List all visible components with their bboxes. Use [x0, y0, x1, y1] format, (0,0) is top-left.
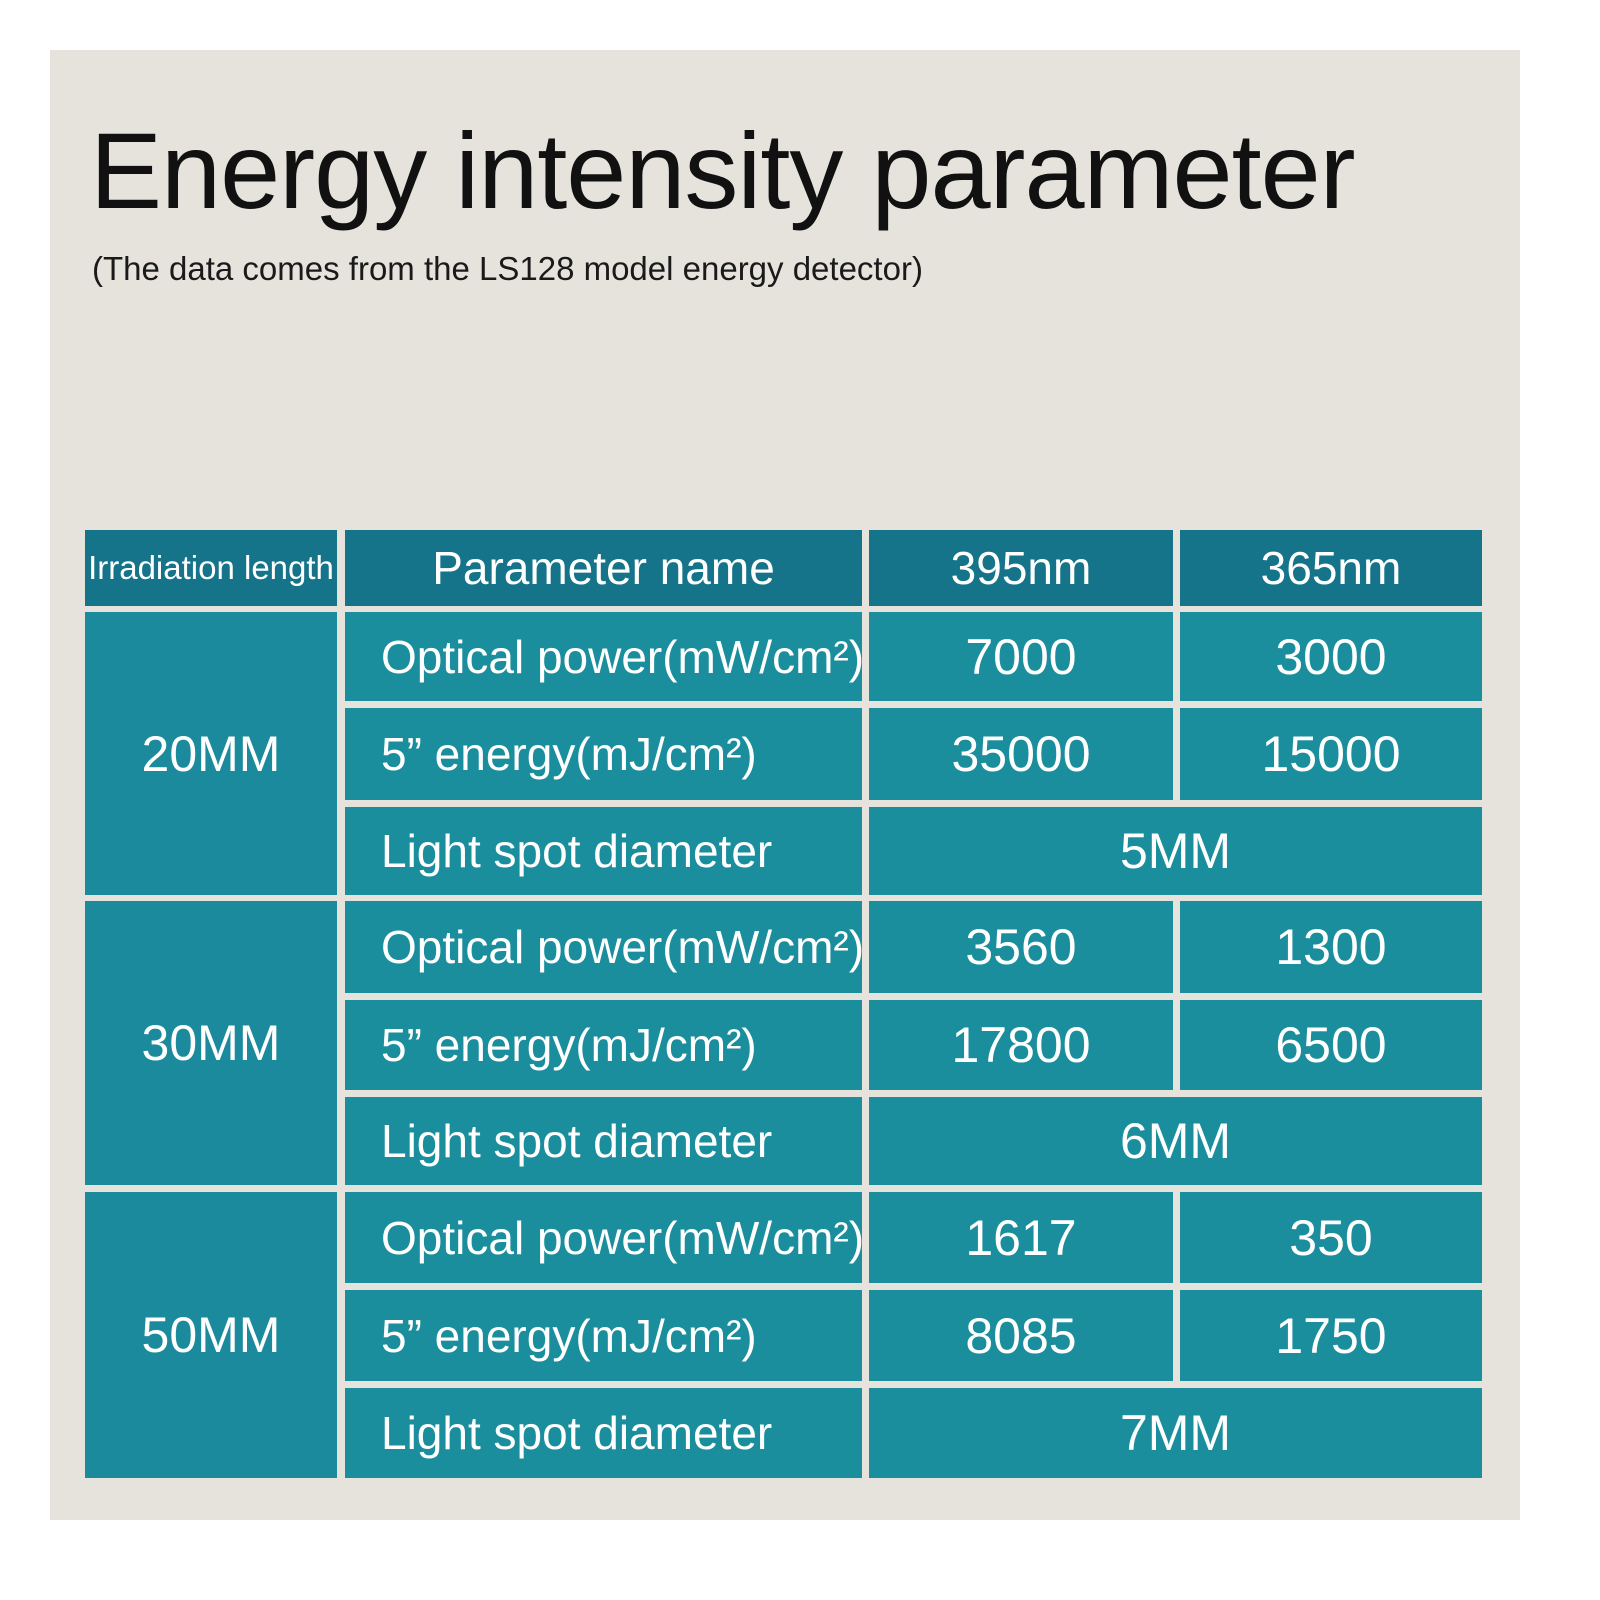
header-395nm: 395nm	[869, 530, 1173, 606]
header-irradiation-length: Irradiation length	[85, 530, 337, 606]
param-name-spot: Light spot diameter	[345, 807, 862, 895]
value-365nm: 3000	[1180, 612, 1482, 701]
page-subtitle: (The data comes from the LS128 model ene…	[92, 250, 923, 287]
group-length-30mm: 30MM	[85, 901, 337, 1185]
param-name: Optical power(mW/cm²)	[345, 901, 862, 993]
value-365nm: 350	[1180, 1192, 1482, 1283]
param-name: 5” energy(mJ/cm²)	[345, 1000, 862, 1090]
value-395nm: 3560	[869, 901, 1173, 993]
param-name-spot: Light spot diameter	[345, 1097, 862, 1185]
group-length-20mm: 20MM	[85, 612, 337, 895]
value-365nm: 6500	[1180, 1000, 1482, 1090]
param-name: 5” energy(mJ/cm²)	[345, 708, 862, 800]
value-395nm: 8085	[869, 1290, 1173, 1381]
value-365nm: 1750	[1180, 1290, 1482, 1381]
value-395nm: 7000	[869, 612, 1173, 701]
param-name: 5” energy(mJ/cm²)	[345, 1290, 862, 1381]
value-395nm: 17800	[869, 1000, 1173, 1090]
value-395nm: 1617	[869, 1192, 1173, 1283]
param-name: Optical power(mW/cm²)	[345, 612, 862, 701]
page-title: Energy intensity parameter	[90, 110, 1356, 231]
value-365nm: 1300	[1180, 901, 1482, 993]
param-name: Optical power(mW/cm²)	[345, 1192, 862, 1283]
header-parameter-name: Parameter name	[345, 530, 862, 606]
header-365nm: 365nm	[1180, 530, 1482, 606]
value-365nm: 15000	[1180, 708, 1482, 800]
spot-diameter-value: 7MM	[869, 1388, 1482, 1478]
group-length-50mm: 50MM	[85, 1192, 337, 1478]
value-395nm: 35000	[869, 708, 1173, 800]
spot-diameter-value: 6MM	[869, 1097, 1482, 1185]
spot-diameter-value: 5MM	[869, 807, 1482, 895]
param-name-spot: Light spot diameter	[345, 1388, 862, 1478]
